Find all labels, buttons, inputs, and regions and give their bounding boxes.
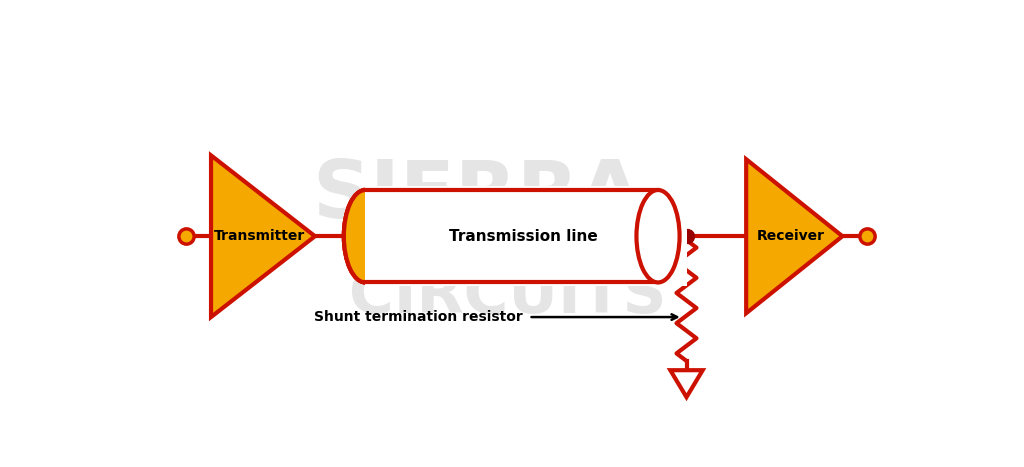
Ellipse shape	[344, 190, 387, 283]
Ellipse shape	[637, 190, 680, 283]
Text: Transmitter: Transmitter	[214, 229, 305, 243]
Ellipse shape	[637, 190, 680, 283]
Text: Transmission line: Transmission line	[449, 229, 598, 244]
Polygon shape	[211, 156, 315, 317]
Text: Receiver: Receiver	[757, 229, 824, 243]
Ellipse shape	[344, 190, 387, 283]
Polygon shape	[671, 370, 702, 397]
Ellipse shape	[637, 190, 680, 283]
Text: SIERRA: SIERRA	[312, 157, 642, 235]
Polygon shape	[746, 159, 843, 313]
Ellipse shape	[637, 190, 680, 283]
Bar	[366, 186, 687, 286]
Bar	[366, 190, 658, 283]
Bar	[366, 189, 683, 284]
Ellipse shape	[344, 190, 387, 283]
Bar	[366, 186, 687, 286]
Text: Shunt termination resistor: Shunt termination resistor	[313, 310, 522, 324]
Text: CIRCUITS: CIRCUITS	[349, 267, 667, 326]
